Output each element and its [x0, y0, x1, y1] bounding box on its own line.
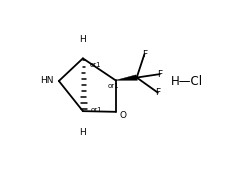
Text: or1: or1 — [90, 62, 101, 68]
Text: H: H — [80, 35, 86, 44]
Text: H: H — [80, 128, 86, 137]
Text: or1: or1 — [91, 107, 102, 113]
Polygon shape — [116, 75, 137, 80]
Text: H—Cl: H—Cl — [171, 75, 203, 88]
Text: F: F — [142, 50, 147, 59]
Text: F: F — [157, 70, 162, 79]
Text: HN: HN — [40, 77, 53, 85]
Text: F: F — [155, 88, 160, 97]
Text: or1: or1 — [108, 83, 120, 89]
Text: O: O — [120, 111, 127, 121]
